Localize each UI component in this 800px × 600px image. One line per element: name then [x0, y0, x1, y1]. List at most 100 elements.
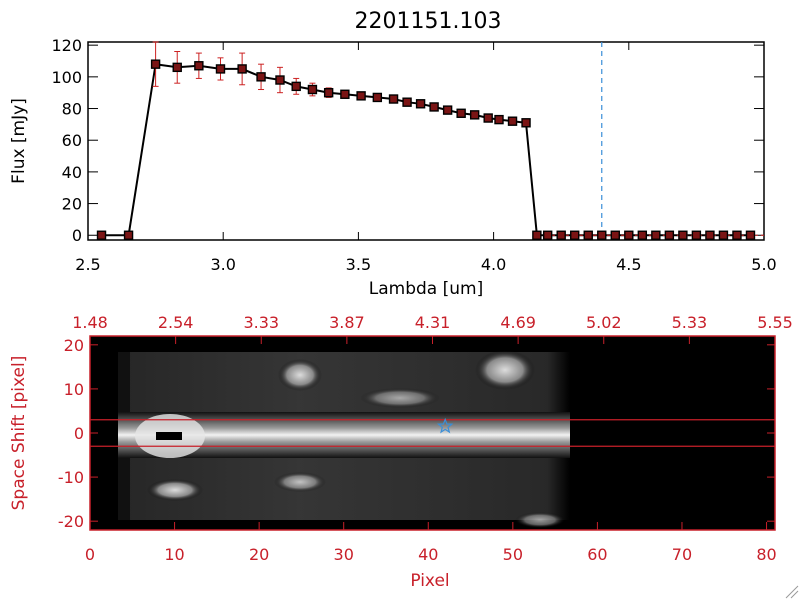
top-tick-label: 5.33 — [672, 313, 708, 332]
top-tick-label: 3.33 — [243, 313, 279, 332]
data-point — [556, 230, 566, 240]
x-tick-label: 50 — [503, 545, 523, 564]
y-tick-label: 0 — [72, 226, 82, 245]
top-tick-label: 5.55 — [757, 313, 793, 332]
y-tick-label: -20 — [58, 512, 84, 531]
image-blob — [475, 350, 535, 390]
image-x-axis-label: Pixel — [410, 571, 449, 591]
data-point — [388, 94, 399, 104]
spectrum-plot: 2201151.103 2.5 3.0 3.5 4.0 4.5 5.0 0 20 40 60 80… — [9, 9, 777, 299]
y-tick-label: 10 — [64, 380, 84, 399]
spectrum-series — [96, 41, 764, 240]
x-tick-label: 2.5 — [75, 255, 100, 274]
x-tick-label: 0 — [85, 545, 95, 564]
empty-region — [570, 336, 775, 530]
data-point — [597, 230, 607, 240]
data-point — [691, 230, 702, 240]
data-point — [123, 230, 134, 240]
data-point — [570, 230, 580, 240]
y-tick-label: 120 — [51, 36, 82, 55]
x-tick-label: 4.0 — [481, 255, 506, 274]
data-point — [215, 64, 226, 74]
x-tick-label: 5.0 — [751, 255, 776, 274]
data-point — [256, 72, 266, 82]
data-point — [356, 91, 366, 101]
top-tick-label: 4.69 — [500, 313, 536, 332]
x-tick-label: 3.5 — [346, 255, 371, 274]
data-point — [96, 230, 107, 240]
y-tick-label: 20 — [64, 336, 84, 355]
top-tick-label: 3.87 — [329, 313, 365, 332]
data-point — [172, 62, 182, 73]
data-point — [521, 118, 531, 128]
data-point — [732, 230, 742, 240]
data-point — [469, 110, 480, 120]
data-point — [651, 230, 661, 240]
image-y-ticks: -20 -10 0 10 20 — [58, 336, 775, 531]
chart-title: 2201151.103 — [355, 9, 502, 34]
spectrum-plot-frame — [87, 41, 765, 241]
data-point — [678, 230, 688, 240]
y-tick-label: 20 — [62, 195, 82, 214]
data-point — [275, 75, 285, 85]
data-point — [402, 97, 412, 107]
trace-dark-spot — [156, 432, 182, 440]
y-tick-label: 0 — [74, 424, 84, 443]
image-blob — [278, 359, 322, 391]
y-tick-label: 40 — [62, 163, 82, 182]
data-point — [456, 108, 466, 118]
data-point — [483, 113, 493, 123]
data-point — [415, 99, 426, 109]
image-blob — [274, 472, 326, 492]
star-marker-icon — [436, 417, 454, 434]
data-point — [718, 230, 729, 240]
data-point — [340, 89, 350, 99]
data-point — [542, 230, 553, 240]
window-resize-grip-icon[interactable] — [785, 585, 799, 599]
image-blob — [515, 512, 565, 528]
spectrum-image-panel: 0 10 20 30 40 50 60 70 80 -20 -10 0 10 20 1.48 2.54 3.… — [9, 313, 793, 591]
x-tick-label: 60 — [587, 545, 607, 564]
y-tick-label: 60 — [62, 131, 82, 150]
y-tick-label: 80 — [62, 100, 82, 119]
data-point — [532, 230, 542, 240]
image-blob — [147, 479, 203, 501]
data-point — [637, 230, 648, 240]
x-tick-label: 70 — [672, 545, 692, 564]
y-tick-label: 100 — [51, 68, 82, 87]
series-line — [101, 63, 751, 237]
image-blob — [360, 388, 440, 408]
x-tick-label: 10 — [164, 545, 184, 564]
data-point — [664, 230, 675, 240]
spectrum-image — [90, 336, 775, 530]
data-point — [507, 116, 518, 126]
spectrum-y-axis-label: Flux [mJy] — [9, 98, 29, 184]
top-tick-label: 1.48 — [72, 313, 108, 332]
data-point — [705, 230, 715, 240]
data-point — [194, 61, 204, 71]
image-top-wavelength-ticks: 1.48 2.54 3.33 3.87 4.31 4.69 5.02 5.33 5.55 — [72, 313, 793, 344]
image-x-ticks: 0 10 20 30 40 50 60 70 80 — [85, 522, 777, 564]
spectrum-y-ticks: 0 20 40 60 80 100 120 — [51, 36, 764, 245]
data-point — [583, 230, 593, 240]
data-point — [237, 64, 247, 74]
data-point — [291, 81, 301, 92]
data-point — [429, 102, 439, 112]
data-point — [745, 230, 756, 240]
data-point — [150, 59, 161, 69]
x-tick-label: 3.0 — [210, 255, 235, 274]
x-tick-label: 4.5 — [616, 255, 641, 274]
spectrum-x-ticks: 2.5 3.0 3.5 4.0 4.5 5.0 — [75, 42, 777, 274]
top-tick-label: 4.31 — [415, 313, 451, 332]
x-tick-label: 20 — [249, 545, 269, 564]
data-point — [624, 230, 634, 240]
y-tick-label: -10 — [58, 468, 84, 487]
top-tick-label: 2.54 — [158, 313, 194, 332]
x-tick-label: 80 — [756, 545, 776, 564]
x-tick-label: 30 — [334, 545, 354, 564]
data-point — [307, 84, 318, 95]
data-point — [610, 230, 620, 240]
data-point — [372, 92, 383, 103]
x-tick-label: 40 — [418, 545, 438, 564]
